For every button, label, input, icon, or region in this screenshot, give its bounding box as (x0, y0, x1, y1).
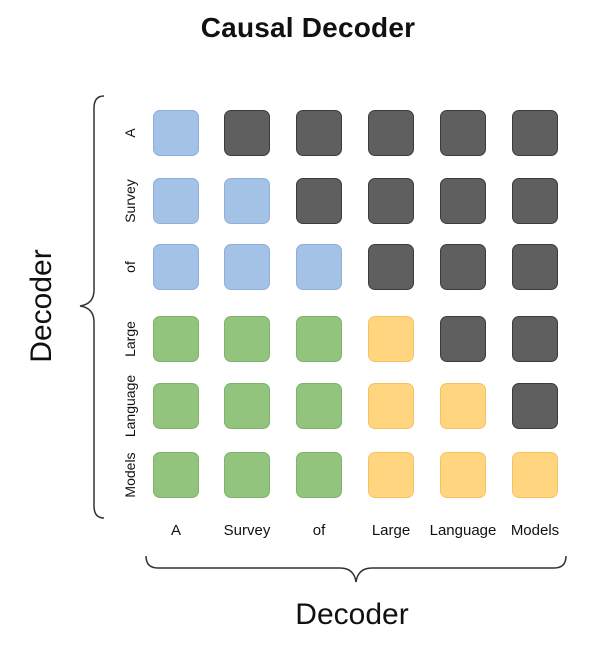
bottom-brace (145, 555, 567, 583)
mask-cell-r1-c1 (153, 110, 199, 156)
mask-cell-r5-c4 (368, 383, 414, 429)
mask-cell-r5-c3 (296, 383, 342, 429)
mask-cell-r1-c2 (224, 110, 270, 156)
mask-cell-r4-c1 (153, 316, 199, 362)
mask-cell-r4-c5 (440, 316, 486, 362)
mask-cell-r2-c6 (512, 178, 558, 224)
mask-cell-r3-c4 (368, 244, 414, 290)
diagram-title: Causal Decoder (200, 12, 416, 43)
row-label: Language (122, 374, 138, 438)
mask-cell-r6-c5 (440, 452, 486, 498)
mask-cell-r2-c4 (368, 178, 414, 224)
row-label: of (122, 261, 138, 273)
left-axis-label: Decoder (25, 249, 58, 363)
mask-cell-r6-c2 (224, 452, 270, 498)
mask-cell-r5-c1 (153, 383, 199, 429)
mask-cell-r6-c4 (368, 452, 414, 498)
mask-cell-r5-c6 (512, 383, 558, 429)
mask-cell-r5-c2 (224, 383, 270, 429)
mask-cell-r4-c6 (512, 316, 558, 362)
column-label: of (312, 522, 326, 539)
mask-cell-r4-c4 (368, 316, 414, 362)
column-label: Large (371, 522, 411, 539)
mask-cell-r2-c2 (224, 178, 270, 224)
mask-cell-r5-c5 (440, 383, 486, 429)
mask-cell-r3-c1 (153, 244, 199, 290)
column-label: Language (429, 522, 497, 539)
mask-cell-r3-c5 (440, 244, 486, 290)
column-label: A (170, 522, 181, 539)
left-brace (79, 95, 105, 519)
mask-cell-r1-c5 (440, 110, 486, 156)
mask-cell-r1-c3 (296, 110, 342, 156)
mask-cell-r3-c2 (224, 244, 270, 290)
mask-cell-r3-c3 (296, 244, 342, 290)
row-label: A (122, 128, 138, 138)
mask-cell-r2-c1 (153, 178, 199, 224)
mask-cell-r6-c3 (296, 452, 342, 498)
column-label: Models (510, 522, 560, 539)
mask-cell-r2-c5 (440, 178, 486, 224)
column-label: Survey (223, 522, 271, 539)
row-label: Large (122, 321, 138, 357)
mask-cell-r1-c4 (368, 110, 414, 156)
mask-cell-r6-c6 (512, 452, 558, 498)
mask-cell-r4-c3 (296, 316, 342, 362)
mask-cell-r6-c1 (153, 452, 199, 498)
mask-cell-r2-c3 (296, 178, 342, 224)
mask-cell-r3-c6 (512, 244, 558, 290)
mask-cell-r1-c6 (512, 110, 558, 156)
bottom-axis-label: Decoder (295, 598, 409, 631)
mask-cell-r4-c2 (224, 316, 270, 362)
row-label: Models (122, 452, 138, 498)
row-label: Survey (122, 179, 138, 223)
